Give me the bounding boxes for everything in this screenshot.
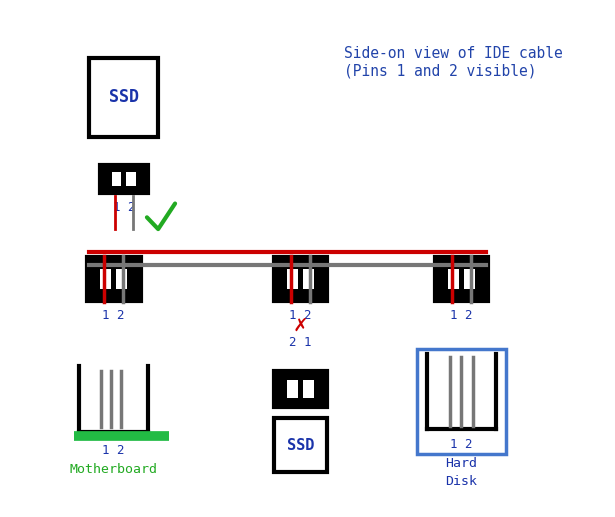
- Text: Hard
Disk: Hard Disk: [445, 457, 477, 488]
- Bar: [87, 257, 141, 301]
- Text: Side-on view of IDE cable
(Pins 1 and 2 visible): Side-on view of IDE cable (Pins 1 and 2 …: [344, 46, 563, 79]
- Text: ✗: ✗: [294, 315, 307, 335]
- Bar: [274, 257, 327, 301]
- Bar: [112, 173, 122, 186]
- Text: 1 2: 1 2: [103, 309, 125, 322]
- Bar: [116, 268, 127, 290]
- Bar: [274, 371, 327, 407]
- Bar: [287, 381, 298, 398]
- Bar: [100, 268, 111, 290]
- Bar: [417, 349, 506, 454]
- Bar: [287, 268, 298, 290]
- Bar: [303, 381, 314, 398]
- Text: 1 2: 1 2: [450, 438, 473, 451]
- Text: 2 1: 2 1: [289, 336, 312, 349]
- Bar: [448, 268, 459, 290]
- Text: Motherboard: Motherboard: [69, 463, 157, 476]
- Bar: [303, 268, 314, 290]
- Text: 1 2: 1 2: [113, 201, 135, 214]
- Bar: [89, 58, 159, 137]
- Bar: [435, 257, 488, 301]
- Bar: [126, 173, 136, 186]
- Text: 1 2: 1 2: [450, 309, 473, 322]
- Text: SSD: SSD: [109, 88, 139, 107]
- Text: SSD: SSD: [287, 438, 314, 453]
- Text: 1 2: 1 2: [289, 309, 312, 322]
- Bar: [274, 418, 327, 472]
- Bar: [464, 268, 475, 290]
- Text: 1 2: 1 2: [103, 444, 125, 458]
- Bar: [100, 165, 148, 193]
